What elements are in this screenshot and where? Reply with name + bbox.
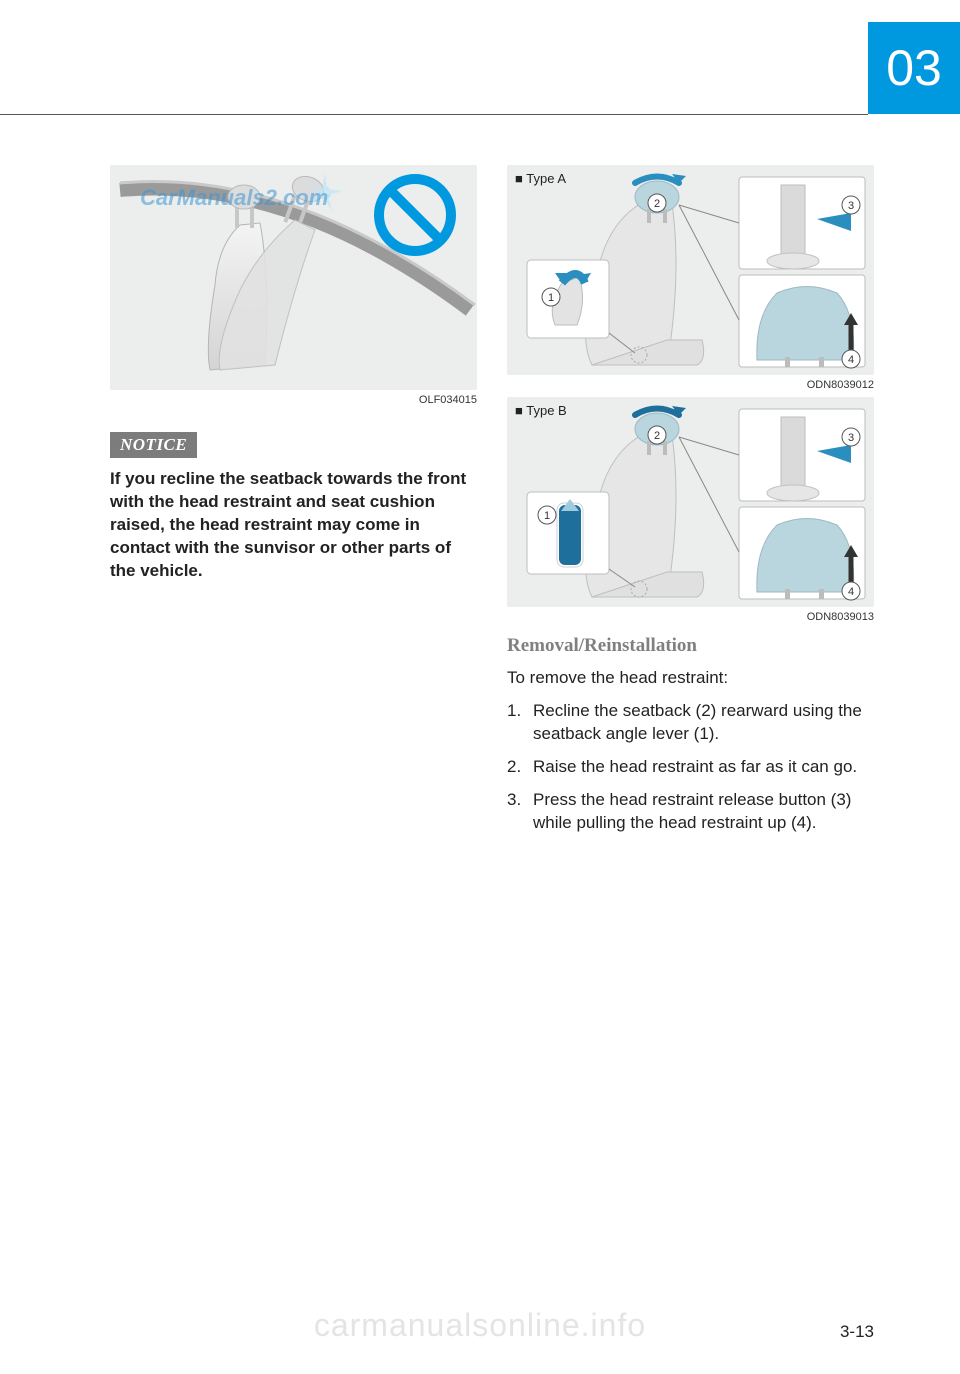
type-b-label: Type B xyxy=(515,403,567,418)
step-item: Press the head restraint release button … xyxy=(507,789,874,835)
figure-type-a: Type A 2 xyxy=(507,165,874,375)
right-column: Type A 2 xyxy=(507,165,874,845)
chapter-number-tab: 03 xyxy=(868,22,960,114)
step-item: Raise the head restraint as far as it ca… xyxy=(507,756,874,779)
svg-text:4: 4 xyxy=(848,586,854,598)
intro-text: To remove the head restraint: xyxy=(507,667,874,690)
figure-caption-type-b: ODN8039013 xyxy=(507,611,874,623)
notice-label: NOTICE xyxy=(110,432,197,458)
svg-text:2: 2 xyxy=(654,198,660,210)
page-number: 3-13 xyxy=(840,1322,874,1342)
svg-text:1: 1 xyxy=(544,510,550,522)
figure-watermark-overlay: CarManuals2.com xyxy=(140,185,328,211)
notice-text: If you recline the seatback towards the … xyxy=(110,468,477,583)
svg-text:4: 4 xyxy=(848,354,854,366)
svg-text:3: 3 xyxy=(848,432,854,444)
svg-text:1: 1 xyxy=(548,292,554,304)
footer-watermark: carmanualsonline.info xyxy=(314,1307,646,1344)
figure-caption-type-a: ODN8039012 xyxy=(507,379,874,391)
figure-seat-sunvisor: CarManuals2.com xyxy=(110,165,477,390)
page-content: CarManuals2.com OLF034015 NOTICE If you … xyxy=(110,165,874,845)
svg-text:2: 2 xyxy=(654,430,660,442)
section-heading: Removal/Reinstallation xyxy=(507,635,874,657)
type-a-label: Type A xyxy=(515,171,566,186)
step-item: Recline the seatback (2) rearward using … xyxy=(507,700,874,746)
left-column: CarManuals2.com OLF034015 NOTICE If you … xyxy=(110,165,477,845)
figure-caption-left: OLF034015 xyxy=(110,394,477,406)
steps-list: Recline the seatback (2) rearward using … xyxy=(507,700,874,845)
svg-text:3: 3 xyxy=(848,200,854,212)
figure-type-b: Type B 2 1 xyxy=(507,397,874,607)
header-divider xyxy=(0,114,868,115)
